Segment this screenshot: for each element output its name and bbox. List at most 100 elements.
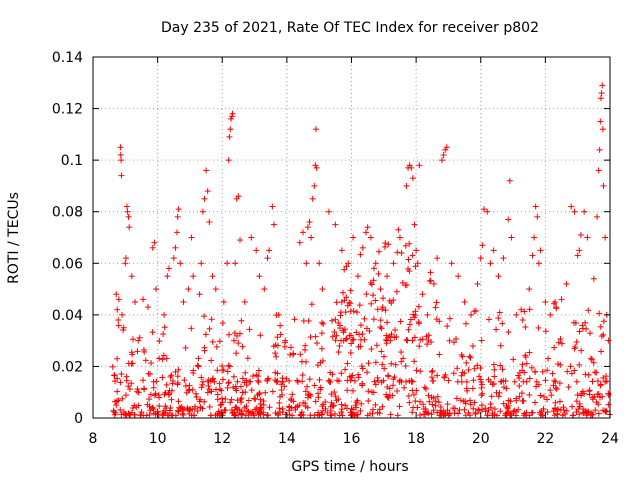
data-point [382,307,389,314]
data-point [261,286,268,293]
data-point [595,167,602,174]
data-point [367,234,374,241]
data-point [589,394,596,401]
data-point [454,378,461,385]
data-point [361,315,368,322]
data-point [586,388,593,395]
data-point [437,412,444,419]
data-point [416,162,423,169]
data-point [471,399,478,406]
data-point [428,411,435,418]
data-point [585,307,592,314]
data-point [279,375,286,382]
data-point [111,378,118,385]
data-point [513,395,520,402]
data-point [433,316,440,323]
data-point [478,337,485,344]
data-point [353,404,360,411]
data-point [425,410,432,417]
data-point [117,406,124,413]
data-point [149,244,156,251]
data-point [274,334,281,341]
data-point [294,403,301,410]
data-point [332,337,339,344]
data-point [539,368,546,375]
data-point [208,316,215,323]
data-point [482,408,489,415]
y-tick-label: 0.08 [52,205,83,221]
data-point [274,378,281,385]
y-tick-label: 0 [74,411,83,427]
data-point [526,375,533,382]
data-point [153,286,160,293]
data-point [497,378,504,385]
x-tick-label: 10 [149,431,167,447]
data-point [409,337,416,344]
data-point [583,410,590,417]
data-point [602,234,609,241]
data-point [398,249,405,256]
data-point [379,361,386,368]
data-point [555,361,562,368]
data-point [440,408,447,415]
data-point [528,364,535,371]
data-point [128,409,135,416]
data-point [459,369,466,376]
data-point [541,393,548,400]
x-tick-label: 12 [213,431,231,447]
data-point [182,344,189,351]
data-point [519,367,526,374]
data-point [144,304,151,311]
data-point [416,320,423,327]
data-point [114,306,121,313]
data-point [336,325,343,332]
data-point [304,404,311,411]
data-point [136,334,143,341]
data-point [375,270,382,277]
data-point [151,239,158,246]
data-point [582,371,589,378]
data-point [248,234,255,241]
data-point [551,300,558,307]
data-point [537,409,544,416]
data-point [489,410,496,417]
data-point [365,388,372,395]
data-point [224,260,231,267]
data-point [521,410,528,417]
data-point [387,333,394,340]
data-point [345,260,352,267]
data-point [347,300,354,307]
data-point [405,392,412,399]
data-point [567,363,574,370]
data-point [342,366,349,373]
x-tick-label: 20 [472,431,490,447]
data-point [377,286,384,293]
data-point [415,303,422,310]
data-point [344,387,351,394]
data-point [421,384,428,391]
data-point [341,297,348,304]
data-point [380,295,387,302]
data-point [146,396,153,403]
data-point [572,343,579,350]
data-point [364,369,371,376]
data-point [443,144,450,151]
data-point [327,369,334,376]
data-point [343,336,350,343]
data-point [406,321,413,328]
data-point [599,126,606,133]
x-tick-label: 16 [343,431,361,447]
data-point [264,255,271,262]
data-point [437,403,444,410]
data-point [478,392,485,399]
x-tick-label: 14 [278,431,296,447]
data-point [503,385,510,392]
data-point [467,354,474,361]
data-point [576,403,583,410]
data-point [140,377,147,384]
data-point [582,319,589,326]
data-point [459,353,466,360]
data-point [380,353,387,360]
data-point [535,260,542,267]
data-point [444,401,451,408]
